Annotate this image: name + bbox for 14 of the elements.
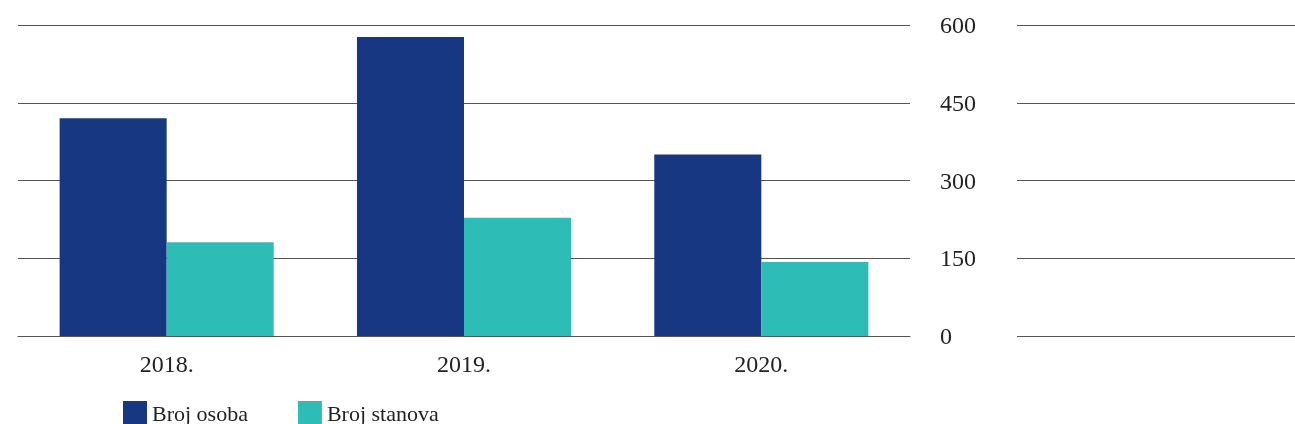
- bar: [761, 261, 869, 336]
- y-tick-label: 450: [940, 89, 976, 116]
- y-tick-label: 0: [940, 323, 952, 349]
- x-tick-label: 2020.: [734, 351, 789, 377]
- bar: [166, 242, 274, 336]
- y-tick-label: 300: [940, 167, 976, 194]
- bar: [464, 217, 572, 336]
- bar: [654, 154, 762, 336]
- x-tick-label: 2019.: [437, 351, 491, 377]
- y-tick-label: 150: [940, 245, 976, 272]
- bar: [356, 36, 464, 336]
- y-tick-label: 600: [940, 12, 976, 38]
- bar: [59, 118, 167, 336]
- x-tick-label: 2018.: [139, 351, 194, 377]
